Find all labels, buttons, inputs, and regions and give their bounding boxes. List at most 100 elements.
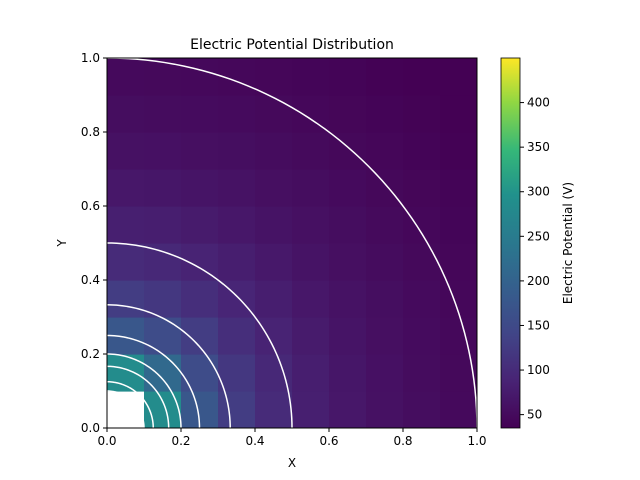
heatmap-cell <box>403 354 441 392</box>
x-axis-label: X <box>288 456 296 470</box>
heatmap-cell <box>366 243 404 281</box>
heatmap-cell <box>292 132 330 170</box>
heatmap-cell <box>366 95 404 133</box>
heatmap-cell <box>329 243 367 281</box>
contour-line <box>107 304 231 428</box>
heatmap-cell <box>218 95 256 133</box>
colorbar-tick-label: 300 <box>527 185 550 199</box>
heatmap-cell <box>181 132 219 170</box>
heatmap-cell <box>329 280 367 318</box>
y-tick-label: 0.4 <box>81 273 100 287</box>
colorbar-tick-label: 150 <box>527 318 550 332</box>
heatmap-cell <box>107 132 145 170</box>
colorbar-tick-label: 100 <box>527 363 550 377</box>
heatmap-cell <box>144 132 182 170</box>
heatmap-cell <box>144 95 182 133</box>
heatmap-cell <box>144 317 182 355</box>
heatmap-cell <box>218 169 256 207</box>
heatmap-cells <box>107 58 477 428</box>
heatmap-cell <box>329 95 367 133</box>
heatmap-cell <box>181 169 219 207</box>
contour-line <box>107 381 154 428</box>
colorbar-tick-label: 350 <box>527 140 550 154</box>
heatmap-cell <box>107 243 145 281</box>
heatmap-cell <box>255 280 293 318</box>
heatmap-cell <box>218 243 256 281</box>
heatmap-cell <box>292 206 330 244</box>
heatmap-cell <box>329 132 367 170</box>
x-tick-label: 0.8 <box>393 434 412 448</box>
y-axis: 0.0 0.2 0.4 0.6 0.8 1.0 <box>81 51 107 435</box>
colorbar-ticks: 50 100 150 200 250 300 350 400 <box>520 96 550 422</box>
heatmap-cell <box>440 206 477 244</box>
heatmap-cell <box>181 317 219 355</box>
heatmap-cell <box>144 206 182 244</box>
heatmap-cell <box>181 206 219 244</box>
heatmap-cell <box>181 58 219 96</box>
heatmap-cell <box>107 169 145 207</box>
colorbar: 50 100 150 200 250 300 350 400 Electric Potenti… <box>500 57 575 429</box>
colorbar-tick-label: 50 <box>527 408 542 422</box>
heatmap-cell <box>292 95 330 133</box>
contour-line <box>107 353 182 428</box>
heatmap-cell <box>440 354 477 392</box>
heatmap-cell <box>107 280 145 318</box>
contour-line <box>107 365 170 428</box>
heatmap-cell <box>440 58 477 96</box>
heatmap-cell <box>329 354 367 392</box>
heatmap-cell <box>329 58 367 96</box>
heatmap-cell <box>144 354 182 392</box>
heatmap-cell <box>366 391 404 428</box>
y-tick-label: 0.6 <box>81 199 100 213</box>
heatmap-cell <box>255 95 293 133</box>
heatmap-cell <box>255 58 293 96</box>
colorbar-tick-label: 400 <box>527 96 550 110</box>
heatmap-cell <box>292 58 330 96</box>
colorbar-tick-label: 250 <box>527 229 550 243</box>
heatmap-cell <box>255 391 293 428</box>
heatmap-cell <box>292 391 330 428</box>
heatmap-cell <box>292 354 330 392</box>
heatmap-cell <box>403 206 441 244</box>
y-tick-label: 0.2 <box>81 347 100 361</box>
heatmap-cell <box>366 206 404 244</box>
colorbar-label: Electric Potential (V) <box>561 182 575 304</box>
heatmap-cell <box>366 354 404 392</box>
heatmap-cell <box>218 132 256 170</box>
heatmap-cell <box>107 206 145 244</box>
heatmap-cell <box>440 169 477 207</box>
heatmap-cell <box>255 206 293 244</box>
heatmap-cell <box>329 317 367 355</box>
heatmap-cell <box>329 391 367 428</box>
heatmap-cell <box>366 280 404 318</box>
heatmap-cell <box>403 132 441 170</box>
heatmap-cell <box>403 58 441 96</box>
heatmap-cell <box>440 132 477 170</box>
heatmap-cell <box>403 169 441 207</box>
heatmap-cell <box>329 169 367 207</box>
heatmap-cell <box>144 391 182 428</box>
heatmap-cell <box>144 169 182 207</box>
heatmap-cell <box>255 169 293 207</box>
heatmap-cell <box>181 354 219 392</box>
contour-line <box>107 334 201 428</box>
heatmap-cell <box>403 243 441 281</box>
heatmap-cell <box>403 95 441 133</box>
y-tick-label: 0.8 <box>81 125 100 139</box>
x-axis: 0.0 0.2 0.4 0.6 0.8 1.0 <box>97 428 487 448</box>
y-tick-label: 1.0 <box>81 51 100 65</box>
contour-line <box>107 242 293 428</box>
heatmap-cell <box>107 58 145 96</box>
heatmap-cell <box>292 169 330 207</box>
heatmap-cell <box>292 280 330 318</box>
heatmap-cell <box>440 317 477 355</box>
heatmap-cell <box>292 317 330 355</box>
heatmap-cell <box>366 317 404 355</box>
heatmap-cell <box>218 391 256 428</box>
heatmap-cell <box>144 243 182 281</box>
heatmap-cell <box>181 95 219 133</box>
heatmap-cell <box>218 354 256 392</box>
chart-title: Electric Potential Distribution <box>190 37 394 53</box>
plot-area <box>106 57 478 429</box>
